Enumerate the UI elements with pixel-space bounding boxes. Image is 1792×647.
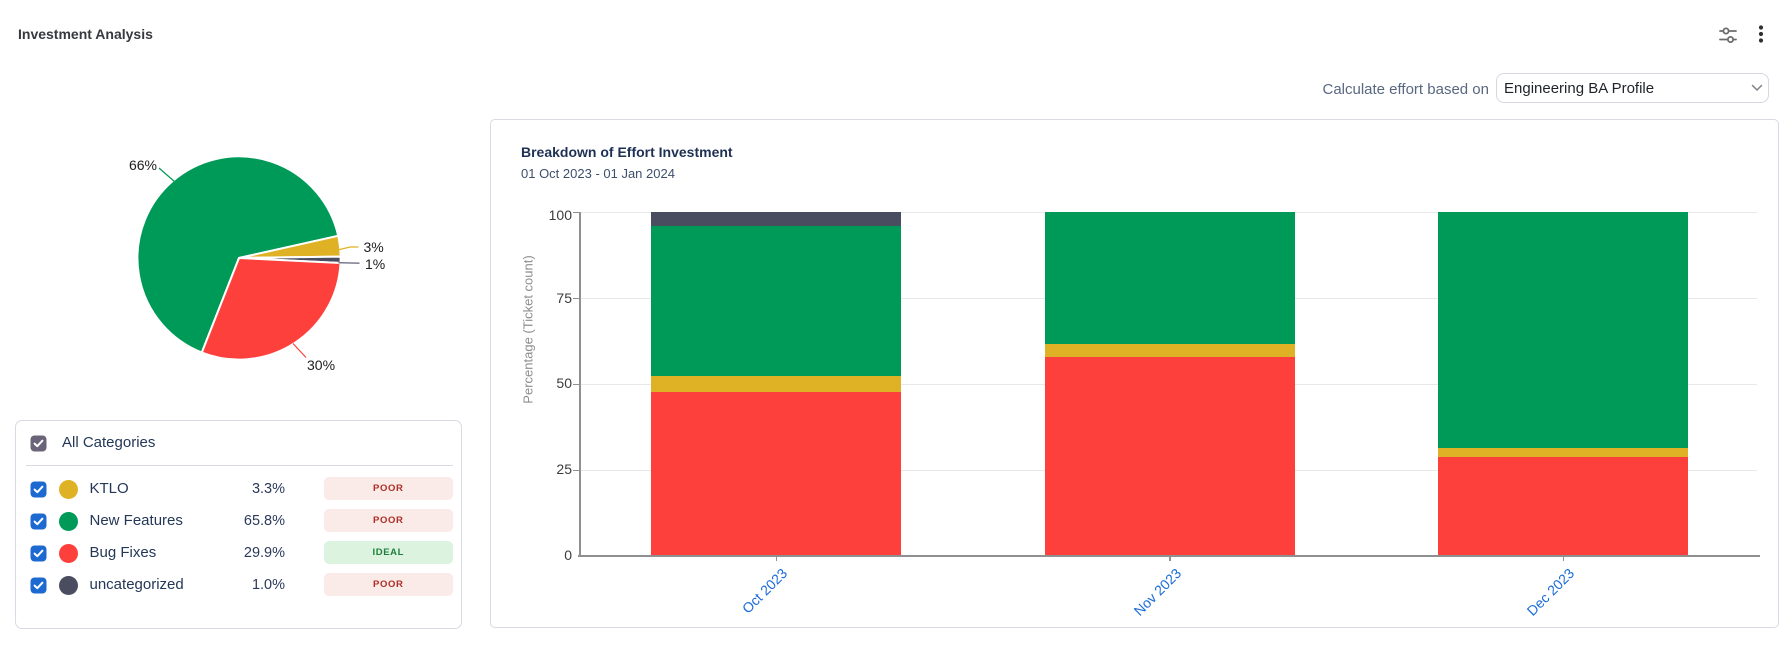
svg-text:3%: 3% xyxy=(364,239,384,255)
svg-text:1%: 1% xyxy=(365,256,385,272)
svg-text:30%: 30% xyxy=(307,357,335,373)
svg-text:66%: 66% xyxy=(129,157,157,173)
